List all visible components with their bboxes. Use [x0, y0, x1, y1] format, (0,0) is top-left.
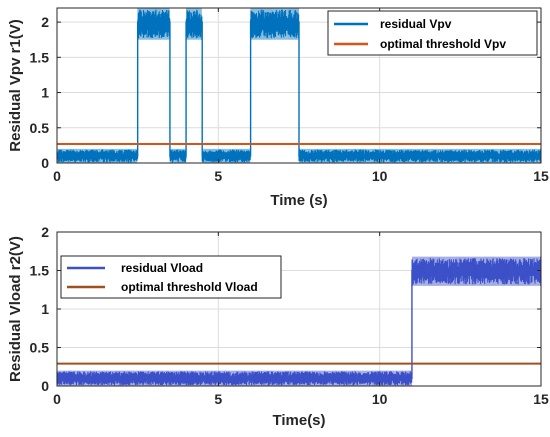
legend: residual Vpv optimal threshold Vpv — [327, 10, 538, 56]
legend-label: optimal threshold Vload — [121, 280, 258, 294]
y-axis-label: Residual Vpv r1(V) — [7, 19, 24, 152]
legend-label: residual Vpv — [380, 17, 452, 31]
y-tick-label: 1.5 — [30, 49, 50, 65]
x-axis-label: Time(s) — [272, 412, 325, 429]
legend: residual Vload optimal threshold Vload — [60, 255, 282, 299]
y-tick-label: 0.5 — [30, 120, 50, 136]
x-tick-label: 10 — [372, 391, 388, 407]
legend-label: residual Vload — [121, 261, 203, 275]
y-tick-label: 0 — [41, 155, 49, 171]
legend-label: optimal threshold Vpv — [380, 37, 506, 51]
chart-panel-1: 0 5 10 15 0 0.5 1 1.5 2 Time (s) Residual Vpv r1(V… — [7, 7, 549, 209]
x-tick-label: 10 — [372, 168, 388, 184]
x-tick-label: 0 — [53, 168, 61, 184]
x-tick-label: 15 — [533, 391, 549, 407]
series-line — [57, 269, 541, 379]
x-tick-label: 5 — [214, 391, 222, 407]
chart-panel-2: 0 5 10 15 0 0.5 1 1.5 2 Time(s) Residual Vload r2(… — [7, 224, 549, 429]
y-tick-label: 1 — [41, 301, 49, 317]
legend-box — [327, 10, 538, 56]
series-1 — [56, 256, 542, 386]
x-axis-label: Time (s) — [270, 192, 327, 209]
y-tick-label: 0.5 — [30, 340, 50, 356]
y-axis-label: Residual Vload r2(V) — [7, 236, 24, 382]
y-tick-label: 2 — [41, 14, 49, 30]
y-tick-label: 1 — [41, 85, 49, 101]
y-tick-label: 1.5 — [30, 263, 50, 279]
legend-box — [60, 255, 282, 299]
y-tick-label: 0 — [41, 378, 49, 394]
series-line — [57, 21, 541, 157]
x-tick-label: 0 — [53, 391, 61, 407]
x-tick-label: 15 — [533, 168, 549, 184]
y-tick-label: 2 — [41, 224, 49, 240]
x-tick-label: 5 — [214, 168, 222, 184]
axes-box — [56, 7, 542, 164]
